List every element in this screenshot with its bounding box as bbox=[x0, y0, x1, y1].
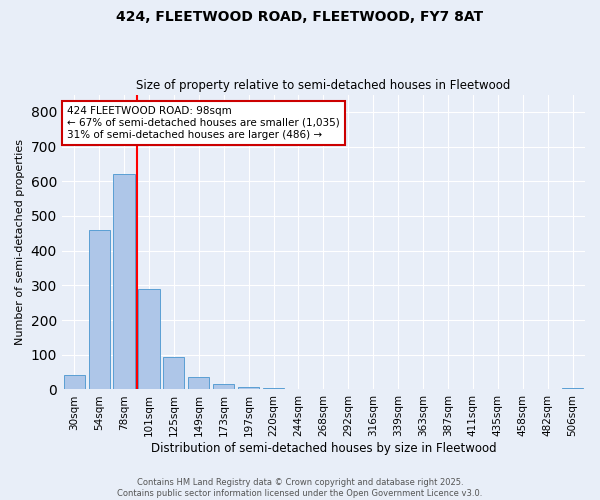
Bar bbox=[288, 389, 309, 390]
X-axis label: Distribution of semi-detached houses by size in Fleetwood: Distribution of semi-detached houses by … bbox=[151, 442, 496, 455]
Text: 424 FLEETWOOD ROAD: 98sqm
← 67% of semi-detached houses are smaller (1,035)
31% : 424 FLEETWOOD ROAD: 98sqm ← 67% of semi-… bbox=[67, 106, 340, 140]
Bar bbox=[238, 386, 259, 390]
Bar bbox=[562, 388, 583, 390]
Bar bbox=[213, 384, 235, 390]
Y-axis label: Number of semi-detached properties: Number of semi-detached properties bbox=[15, 139, 25, 345]
Bar bbox=[64, 375, 85, 390]
Bar bbox=[139, 289, 160, 390]
Text: 424, FLEETWOOD ROAD, FLEETWOOD, FY7 8AT: 424, FLEETWOOD ROAD, FLEETWOOD, FY7 8AT bbox=[116, 10, 484, 24]
Title: Size of property relative to semi-detached houses in Fleetwood: Size of property relative to semi-detach… bbox=[136, 79, 511, 92]
Bar bbox=[89, 230, 110, 390]
Text: Contains HM Land Registry data © Crown copyright and database right 2025.
Contai: Contains HM Land Registry data © Crown c… bbox=[118, 478, 482, 498]
Bar bbox=[163, 357, 184, 390]
Bar bbox=[188, 378, 209, 390]
Bar bbox=[263, 388, 284, 390]
Bar bbox=[113, 174, 134, 390]
